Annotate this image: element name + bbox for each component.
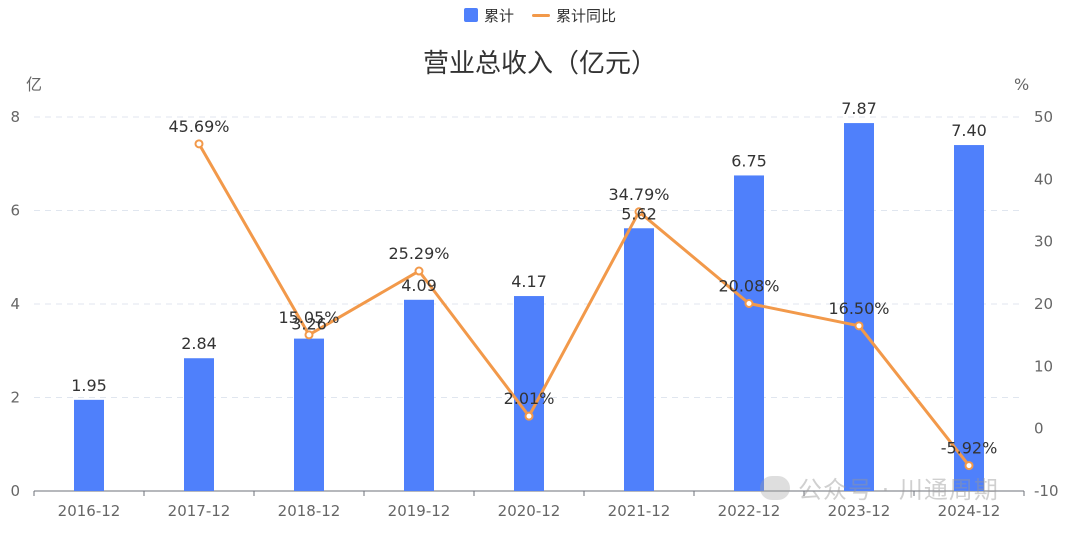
bar-value-label: 5.62 xyxy=(621,204,657,223)
chart-title: 营业总收入（亿元） xyxy=(423,49,657,79)
left-axis-unit: 亿 xyxy=(26,75,42,94)
legend-bar-swatch xyxy=(463,8,478,22)
line-value-label: 25.29% xyxy=(388,244,449,263)
left-tick-label: 0 xyxy=(10,482,20,500)
wechat-icon xyxy=(760,475,790,500)
bar xyxy=(514,296,544,491)
left-tick-label: 8 xyxy=(10,108,20,126)
x-tick-label: 2019-12 xyxy=(388,502,451,520)
line-point xyxy=(964,461,974,471)
legend-line-swatch xyxy=(532,13,550,17)
line-value-label: -5.92% xyxy=(941,439,998,458)
line-point xyxy=(194,139,204,149)
right-tick-label: 20 xyxy=(1034,295,1053,313)
line-value-label: 15.05% xyxy=(278,308,339,327)
line-point xyxy=(524,411,534,421)
line-point xyxy=(854,321,864,331)
right-tick-label: 0 xyxy=(1034,420,1044,438)
line-point xyxy=(414,266,424,276)
line-point xyxy=(744,299,754,309)
left-tick-label: 2 xyxy=(10,389,20,407)
legend-bar-label: 累计 xyxy=(483,6,514,25)
bar-value-label: 4.17 xyxy=(511,272,547,291)
left-tick-label: 6 xyxy=(10,202,20,220)
x-tick-label: 2021-12 xyxy=(608,502,671,520)
legend-item-bar[interactable]: 累计 xyxy=(463,5,514,26)
watermark: 公众号 · 川通周期 xyxy=(760,470,999,505)
bar xyxy=(734,175,764,491)
bar-value-label: 7.40 xyxy=(951,121,987,140)
bar xyxy=(404,299,434,491)
bar-value-label: 6.75 xyxy=(731,151,767,170)
yoy-line xyxy=(197,143,971,467)
bar-value-label: 3.26 xyxy=(291,315,327,334)
line-point xyxy=(634,207,644,217)
bar xyxy=(844,123,874,491)
bar-value-label: 1.95 xyxy=(71,376,107,395)
right-tick-label: 10 xyxy=(1034,357,1053,375)
right-tick-label: 50 xyxy=(1034,108,1053,126)
bar xyxy=(954,145,984,492)
x-tick-label: 2016-12 xyxy=(58,502,121,520)
x-tick-label: 2018-12 xyxy=(278,502,341,520)
line-value-label: 20.08% xyxy=(718,277,779,296)
x-tick-label: 2017-12 xyxy=(168,502,231,520)
x-tick-label: 2022-12 xyxy=(718,502,781,520)
line-value-label: 34.79% xyxy=(608,185,669,204)
line-value-label: 16.50% xyxy=(828,299,889,318)
right-tick-label: -10 xyxy=(1034,482,1059,500)
line-point xyxy=(304,330,314,340)
legend-line-label: 累计同比 xyxy=(556,6,617,25)
right-axis-unit: % xyxy=(1014,75,1029,94)
bar-value-label: 4.09 xyxy=(401,276,437,295)
right-tick-label: 40 xyxy=(1034,170,1053,188)
line-value-label: 45.69% xyxy=(168,117,229,136)
bar xyxy=(624,228,654,491)
bar-value-label: 2.84 xyxy=(181,334,217,353)
bar xyxy=(184,358,214,491)
watermark-text: 公众号 · 川通周期 xyxy=(798,476,999,504)
x-tick-label: 2024-12 xyxy=(938,502,1001,520)
bar xyxy=(294,338,324,491)
bar-value-label: 7.87 xyxy=(841,99,877,118)
bar xyxy=(74,399,104,491)
x-tick-label: 2020-12 xyxy=(498,502,561,520)
legend: 累计 累计同比 xyxy=(0,3,1080,27)
legend-item-line[interactable]: 累计同比 xyxy=(532,5,616,26)
right-tick-label: 30 xyxy=(1034,233,1053,251)
x-tick-label: 2023-12 xyxy=(828,502,891,520)
left-tick-label: 4 xyxy=(10,295,20,313)
line-value-label: 2.01% xyxy=(504,389,555,408)
